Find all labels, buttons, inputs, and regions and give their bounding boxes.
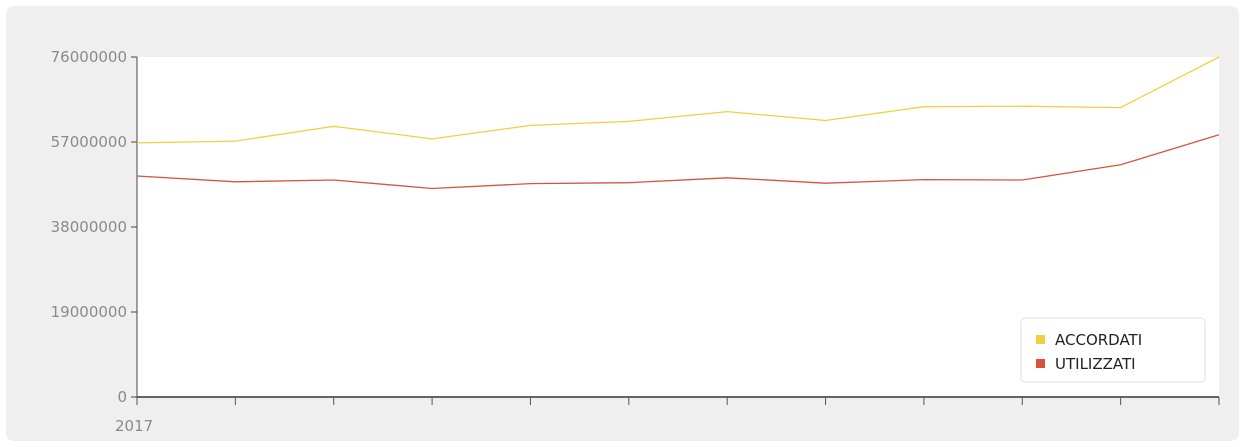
y-axis: 0 19000000 38000000 57000000 76000000 xyxy=(51,48,138,406)
x-axis: 2017 xyxy=(115,396,1220,435)
legend: ACCORDATI UTILIZZATI xyxy=(1020,317,1206,383)
y-tick-label: 76000000 xyxy=(51,48,127,66)
series-line-utilizzati xyxy=(136,134,1220,190)
y-tick-label: 38000000 xyxy=(51,218,127,236)
y-tick-label: 0 xyxy=(117,388,127,406)
legend-label: UTILIZZATI xyxy=(1055,355,1136,373)
y-tick-label: 19000000 xyxy=(51,303,127,321)
y-tick-label: 57000000 xyxy=(51,133,127,151)
legend-swatch xyxy=(1036,359,1045,368)
x-tick-label: 2017 xyxy=(115,417,153,435)
series-lines xyxy=(136,56,1220,190)
series-line-accordati xyxy=(136,56,1220,144)
legend-box xyxy=(1020,317,1206,383)
legend-label: ACCORDATI xyxy=(1055,331,1142,349)
legend-swatch xyxy=(1036,335,1045,344)
